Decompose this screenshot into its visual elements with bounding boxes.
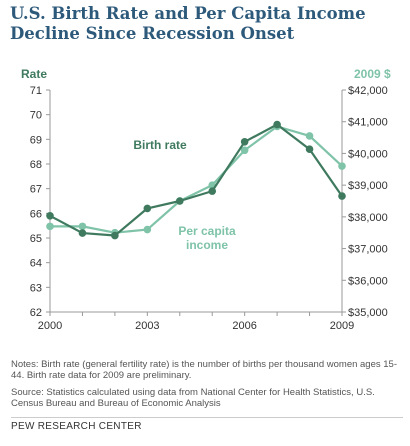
right-tick-label: $40,000 xyxy=(348,148,388,160)
birth-rate-point xyxy=(208,187,217,195)
chart-source: Source: Statistics calculated using data… xyxy=(11,387,375,409)
birth-rate-point xyxy=(143,204,152,213)
left-tick-label: 62 xyxy=(30,307,42,319)
chart-notes: Notes: Birth rate (general fertility rat… xyxy=(11,359,397,381)
left-tick-label: 69 xyxy=(30,134,42,146)
income-annotation: income xyxy=(186,238,228,252)
birth-rate-point xyxy=(273,120,281,129)
birth-rate-point xyxy=(111,231,119,240)
birth-rate-point xyxy=(46,212,54,220)
left-tick-label: 68 xyxy=(30,159,42,171)
birth-rate-point xyxy=(78,229,87,237)
left-tick-label: 63 xyxy=(30,282,42,294)
footer-credit: PEW RESEARCH CENTER xyxy=(11,417,403,432)
income-point xyxy=(305,132,314,140)
right-tick-label: $35,000 xyxy=(348,307,388,319)
birth-rate-point xyxy=(338,192,346,200)
income-point xyxy=(46,222,54,231)
left-tick-label: 71 xyxy=(30,85,42,97)
income-point xyxy=(143,225,152,234)
income-annotation: Per capita xyxy=(178,224,236,238)
income-point xyxy=(78,222,87,231)
x-tick-label: 2000 xyxy=(38,320,62,330)
left-tick-label: 64 xyxy=(30,258,42,270)
x-tick-label: 2009 xyxy=(330,320,354,330)
left-axis-title: Rate xyxy=(21,67,48,81)
birth-rate-line xyxy=(49,123,343,237)
line-chart: 62 63 64 65 66 67 68 69 70 71 $35,000 $36,000 $37,00… xyxy=(30,85,388,330)
birth-rate-point xyxy=(175,197,184,205)
x-tick-label: 2003 xyxy=(135,320,159,330)
income-point xyxy=(240,146,249,155)
income-point xyxy=(338,162,346,170)
right-axis-title: 2009 $ xyxy=(354,67,391,81)
left-tick-label: 65 xyxy=(30,233,42,245)
right-tick-label: $37,000 xyxy=(348,244,388,256)
right-tick-label: $41,000 xyxy=(348,117,388,129)
birth-rate-point xyxy=(305,145,314,153)
birth-rate-point xyxy=(240,138,249,146)
right-tick-label: $38,000 xyxy=(348,212,388,224)
chart-title: U.S. Birth Rate and Per Capita Income De… xyxy=(10,4,366,43)
left-tick-label: 66 xyxy=(30,208,42,220)
right-tick-label: $36,000 xyxy=(348,275,388,287)
left-tick-label: 67 xyxy=(30,184,42,196)
right-tick-label: $42,000 xyxy=(348,85,388,97)
birth-rate-annotation: Birth rate xyxy=(133,138,187,152)
income-line xyxy=(50,125,343,234)
x-tick-label: 2006 xyxy=(232,320,256,330)
left-tick-label: 70 xyxy=(30,110,42,122)
right-tick-label: $39,000 xyxy=(348,180,388,192)
